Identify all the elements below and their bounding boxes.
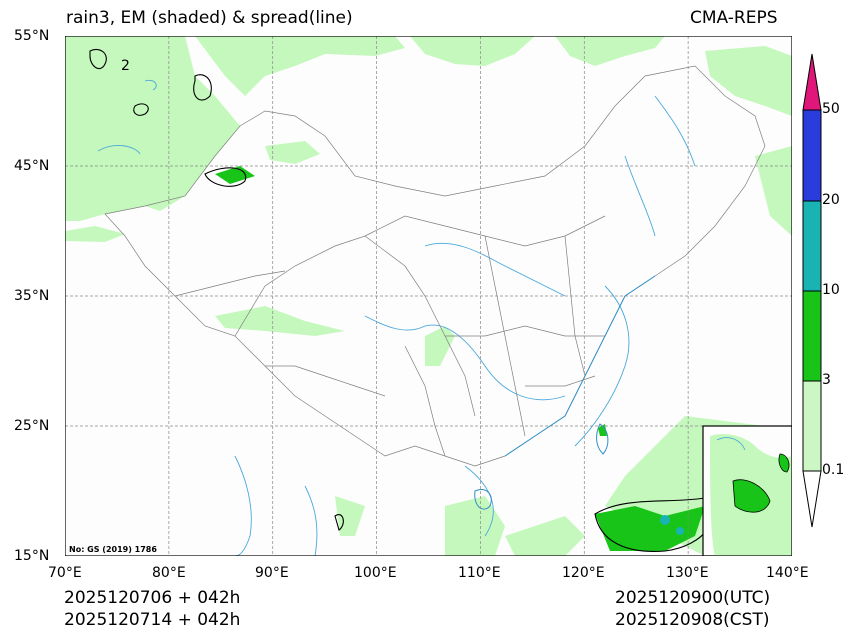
admin-boundaries xyxy=(104,65,766,467)
colorbar-segment xyxy=(802,109,822,202)
valid-time-cst: 2025120908(CST) xyxy=(615,610,770,630)
colorbar-segment xyxy=(802,380,822,472)
lon-label: 100°E xyxy=(354,565,397,581)
source-label: CMA-REPS xyxy=(690,8,778,28)
lon-label: 130°E xyxy=(666,565,709,581)
init-time-cst: 2025120714 + 042h xyxy=(64,610,241,630)
chart-title: rain3, EM (shaded) & spread(line) xyxy=(66,8,353,28)
lon-label: 80°E xyxy=(152,565,186,581)
colorbar-segment xyxy=(802,200,822,292)
gridlines xyxy=(65,36,792,556)
lon-label: 110°E xyxy=(458,565,501,581)
map-panel: 2 xyxy=(65,36,792,556)
inset-map xyxy=(702,425,792,556)
valid-time-utc: 2025120900(UTC) xyxy=(615,588,771,608)
lon-label: 120°E xyxy=(562,565,605,581)
lat-label: 45°N xyxy=(14,158,50,174)
init-time-utc: 2025120706 + 042h xyxy=(64,588,241,608)
lat-label: 35°N xyxy=(14,288,50,304)
lon-label: 140°E xyxy=(766,565,809,581)
colorbar-label: 50 xyxy=(822,101,840,117)
colorbar-extend-max xyxy=(802,53,822,111)
lat-label: 25°N xyxy=(14,418,50,434)
colorbar-label: 20 xyxy=(822,192,840,208)
lat-label: 15°N xyxy=(14,548,50,564)
colorbar-label: 0.1 xyxy=(822,462,845,478)
contour-label: 2 xyxy=(121,58,130,74)
colorbar xyxy=(802,53,822,528)
lon-label: 90°E xyxy=(255,565,289,581)
lat-label: 55°N xyxy=(14,28,50,44)
map-approval-note: No: GS (2019) 1786 xyxy=(69,545,157,554)
colorbar-label: 10 xyxy=(822,282,840,298)
colorbar-extend-min xyxy=(802,470,822,528)
precip-shading-high xyxy=(660,515,684,535)
colorbar-label: 3 xyxy=(822,372,831,388)
colorbar-segment xyxy=(802,290,822,382)
precip-shading-medium xyxy=(215,166,705,551)
lon-label: 70°E xyxy=(48,565,82,581)
